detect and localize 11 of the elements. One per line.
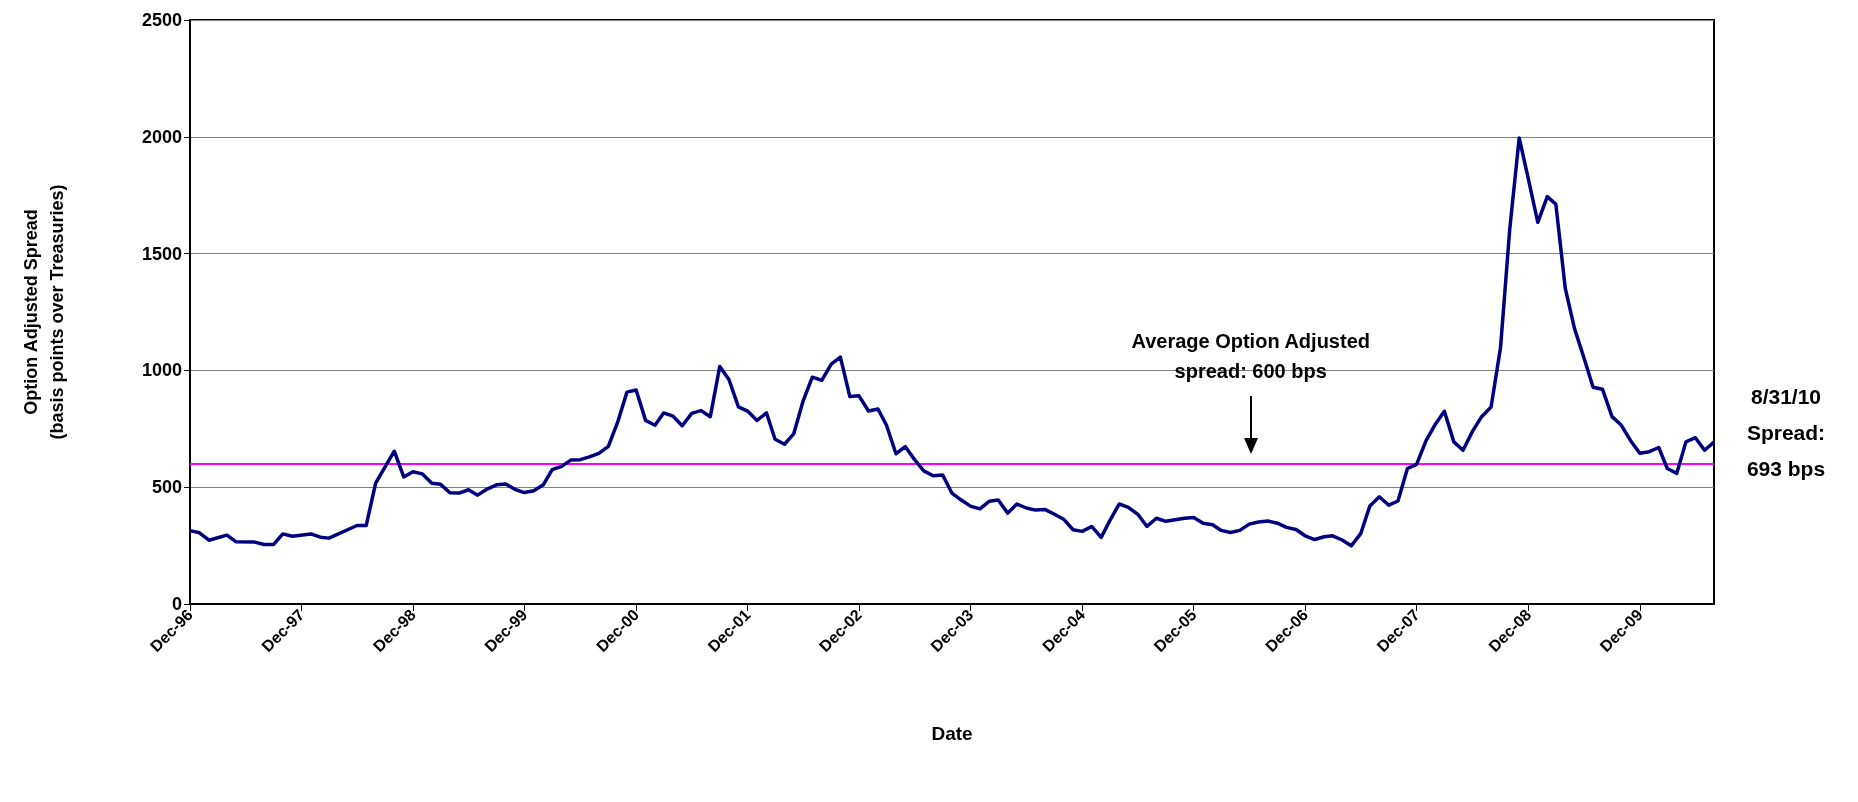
y-tick-label: 2500 <box>141 10 182 30</box>
y-tick-label: 1500 <box>141 243 182 264</box>
y-tick-label: 500 <box>151 477 182 498</box>
annotation: 8/31/10 Spread: 693 bps <box>1746 384 1826 480</box>
line-series <box>188 136 1716 548</box>
y-tick-label: 0 <box>171 594 182 614</box>
y-tick-label: 1000 <box>141 360 182 381</box>
x-axis-title: Date <box>931 723 973 744</box>
y-axis-title: Option Adjusted Spread (basis points over Treasuries) <box>21 184 67 440</box>
y-tick-label: 2000 <box>141 126 182 147</box>
annotation: Average Option Adjusted spread: 600 bps <box>1131 329 1370 382</box>
